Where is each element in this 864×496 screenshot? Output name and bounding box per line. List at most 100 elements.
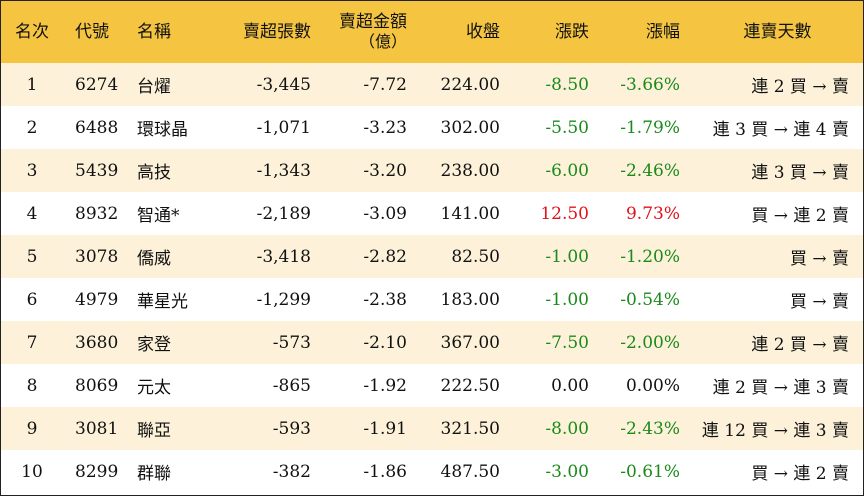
cell-change-pct: 0.00% bbox=[625, 375, 680, 396]
cell-net-sell-amount: -1.86 bbox=[363, 461, 407, 482]
header-net-sell-lots: 賣超張數 bbox=[243, 22, 311, 42]
table-row: 2 6488 環球晶 -1,071 -3.23 302.00 -5.50 -1.79% 連 3 … bbox=[1, 106, 863, 149]
cell-net-sell-lots: -1,299 bbox=[256, 289, 311, 310]
cell-net-sell-amount: -2.38 bbox=[363, 289, 407, 310]
header-consecutive-days: 連賣天數 bbox=[743, 22, 812, 42]
cell-change: -8.00 bbox=[545, 418, 589, 439]
header-close: 收盤 bbox=[466, 22, 500, 42]
cell-code: 4979 bbox=[75, 289, 119, 310]
cell-close: 224.00 bbox=[440, 74, 500, 95]
header-change: 漲跌 bbox=[555, 22, 589, 42]
cell-close: 302.00 bbox=[440, 117, 500, 138]
cell-rank: 2 bbox=[26, 117, 38, 138]
cell-name: 華星光 bbox=[137, 292, 188, 312]
cell-name: 家登 bbox=[137, 335, 171, 355]
header-rank: 名次 bbox=[15, 22, 49, 42]
cell-net-sell-amount: -2.10 bbox=[363, 332, 407, 353]
table-row: 3 5439 高技 -1,343 -3.20 238.00 -6.00 -2.46% 連 3 買… bbox=[1, 149, 863, 192]
cell-change: -1.00 bbox=[545, 246, 589, 267]
cell-change: -5.50 bbox=[545, 117, 589, 138]
table-row: 9 3081 聯亞 -593 -1.91 321.50 -8.00 -2.43% 連 12 買 … bbox=[1, 407, 863, 450]
cell-change-pct: 9.73% bbox=[625, 203, 680, 224]
table-row: 8 8069 元太 -865 -1.92 222.50 0.00 0.00% 連 2 買 → 連… bbox=[1, 364, 863, 407]
cell-change: 0.00 bbox=[551, 375, 589, 396]
cell-code: 5439 bbox=[75, 160, 119, 181]
cell-consecutive-days: 連 2 買 → 連 3 賣 bbox=[712, 378, 849, 398]
cell-change-pct: -2.43% bbox=[620, 418, 680, 439]
cell-rank: 4 bbox=[26, 203, 38, 224]
cell-close: 367.00 bbox=[440, 332, 500, 353]
header-name: 名稱 bbox=[137, 22, 171, 42]
cell-change-pct: -3.66% bbox=[620, 74, 680, 95]
cell-name: 聯亞 bbox=[137, 421, 171, 441]
cell-code: 6274 bbox=[75, 74, 119, 95]
table-row: 6 4979 華星光 -1,299 -2.38 183.00 -1.00 -0.54% 買 → … bbox=[1, 278, 863, 321]
cell-net-sell-amount: -1.91 bbox=[363, 418, 407, 439]
cell-consecutive-days: 連 2 買 → 賣 bbox=[751, 335, 849, 355]
cell-code: 3078 bbox=[75, 246, 119, 267]
table-header-row: 名次 代號 名稱 賣超張數 賣超金額 （億） 收盤 漲跌 漲幅 連賣天數 bbox=[1, 1, 863, 63]
cell-close: 222.50 bbox=[440, 375, 500, 396]
cell-consecutive-days: 連 3 買 → 連 4 賣 bbox=[712, 120, 849, 140]
table-row: 1 6274 台燿 -3,445 -7.72 224.00 -8.50 -3.66% 連 2 買… bbox=[1, 63, 863, 106]
cell-net-sell-lots: -382 bbox=[272, 461, 311, 482]
cell-close: 183.00 bbox=[440, 289, 500, 310]
cell-name: 台燿 bbox=[137, 77, 171, 97]
table-row: 10 8299 群聯 -382 -1.86 487.50 -3.00 -0.61% 買 → 連 … bbox=[1, 450, 863, 493]
cell-rank: 5 bbox=[26, 246, 38, 267]
cell-rank: 6 bbox=[26, 289, 38, 310]
cell-consecutive-days: 買 → 連 2 賣 bbox=[751, 464, 849, 484]
cell-net-sell-lots: -593 bbox=[272, 418, 311, 439]
cell-close: 487.50 bbox=[440, 461, 500, 482]
cell-rank: 1 bbox=[26, 74, 38, 95]
cell-consecutive-days: 買 → 連 2 賣 bbox=[751, 206, 849, 226]
cell-consecutive-days: 連 3 買 → 賣 bbox=[751, 163, 849, 183]
table-row: 5 3078 僑威 -3,418 -2.82 82.50 -1.00 -1.20% 買 → 賣 bbox=[1, 235, 863, 278]
cell-name: 環球晶 bbox=[137, 120, 188, 140]
cell-change-pct: -2.46% bbox=[620, 160, 680, 181]
cell-consecutive-days: 連 12 買 → 連 3 賣 bbox=[701, 421, 849, 441]
header-change-pct: 漲幅 bbox=[646, 22, 680, 42]
cell-consecutive-days: 買 → 賣 bbox=[789, 292, 849, 312]
cell-code: 8932 bbox=[75, 203, 119, 224]
cell-net-sell-lots: -3,445 bbox=[256, 74, 311, 95]
cell-name: 智通* bbox=[137, 206, 180, 226]
cell-net-sell-lots: -2,189 bbox=[256, 203, 311, 224]
cell-net-sell-lots: -865 bbox=[272, 375, 311, 396]
cell-close: 321.50 bbox=[440, 418, 500, 439]
cell-close: 82.50 bbox=[451, 246, 500, 267]
cell-change-pct: -1.79% bbox=[620, 117, 680, 138]
cell-change: -7.50 bbox=[545, 332, 589, 353]
cell-net-sell-lots: -573 bbox=[272, 332, 311, 353]
cell-code: 8299 bbox=[75, 461, 119, 482]
cell-close: 141.00 bbox=[440, 203, 500, 224]
cell-change-pct: -1.20% bbox=[620, 246, 680, 267]
cell-name: 僑威 bbox=[137, 249, 171, 269]
cell-net-sell-lots: -1,343 bbox=[256, 160, 311, 181]
cell-change: -6.00 bbox=[545, 160, 589, 181]
cell-change-pct: -0.54% bbox=[620, 289, 680, 310]
cell-name: 高技 bbox=[137, 163, 171, 183]
cell-net-sell-amount: -3.09 bbox=[363, 203, 407, 224]
cell-code: 6488 bbox=[75, 117, 119, 138]
cell-net-sell-amount: -3.23 bbox=[363, 117, 407, 138]
cell-change: -1.00 bbox=[545, 289, 589, 310]
cell-change: 12.50 bbox=[540, 203, 589, 224]
cell-name: 群聯 bbox=[137, 464, 171, 484]
cell-net-sell-amount: -3.20 bbox=[363, 160, 407, 181]
table-row: 7 3680 家登 -573 -2.10 367.00 -7.50 -2.00% 連 2 買 →… bbox=[1, 321, 863, 364]
cell-net-sell-amount: -2.82 bbox=[363, 246, 407, 267]
cell-rank: 3 bbox=[26, 160, 38, 181]
cell-rank: 9 bbox=[26, 418, 38, 439]
header-code: 代號 bbox=[75, 22, 109, 42]
cell-close: 238.00 bbox=[440, 160, 500, 181]
cell-change: -8.50 bbox=[545, 74, 589, 95]
cell-net-sell-amount: -1.92 bbox=[363, 375, 407, 396]
header-net-sell-amount-unit: （億） bbox=[358, 32, 407, 51]
header-net-sell-amount: 賣超金額 （億） bbox=[323, 1, 419, 63]
cell-consecutive-days: 買 → 賣 bbox=[789, 249, 849, 269]
cell-net-sell-lots: -1,071 bbox=[256, 117, 311, 138]
cell-change-pct: -0.61% bbox=[620, 461, 680, 482]
cell-rank: 8 bbox=[26, 375, 38, 396]
